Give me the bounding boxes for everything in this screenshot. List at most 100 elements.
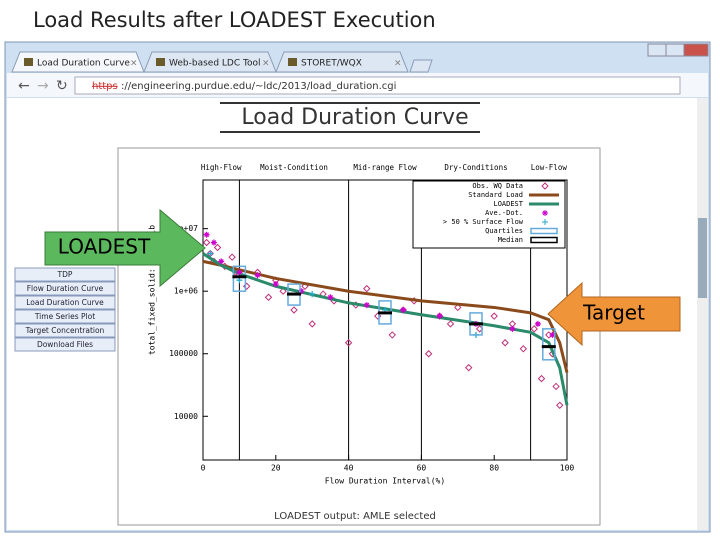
obs-point <box>308 320 316 328</box>
tab-icon <box>288 58 297 66</box>
scroll-thumb[interactable] <box>698 218 707 298</box>
legend-swatch <box>542 219 548 225</box>
legend-swatch <box>530 227 558 235</box>
avg-point <box>203 231 210 238</box>
avg-point <box>218 258 225 265</box>
window-controls <box>647 43 709 57</box>
y-tick-label: 1e+07 <box>174 224 198 233</box>
menu-label: Download Files <box>37 340 93 349</box>
obs-point <box>446 320 455 328</box>
svg-text:→: → <box>37 78 49 94</box>
regime-label: Low-Flow <box>531 163 568 172</box>
tab-close[interactable]: × <box>262 59 270 69</box>
menu-item[interactable] <box>14 267 116 282</box>
x-tick-label: 80 <box>489 464 499 473</box>
avg-point <box>210 239 217 246</box>
obs-point <box>344 339 353 347</box>
callout-arrow <box>547 281 681 347</box>
legend-swatch <box>530 236 558 244</box>
callout-label: LOADEST <box>58 235 151 259</box>
avg-point <box>298 288 305 295</box>
menu-label: Load Duration Curve <box>26 298 104 307</box>
menu-label: Target Concentration <box>25 326 105 335</box>
slide-title: Load Results after LOADEST Execution <box>33 8 436 32</box>
tab-close[interactable]: × <box>394 59 402 69</box>
legend-label: Quartiles <box>485 227 523 235</box>
regime-label: Moist-Condition <box>260 163 328 172</box>
tab-icon <box>156 58 165 66</box>
menu-item[interactable] <box>14 295 116 310</box>
avg-point <box>254 272 261 279</box>
obs-point <box>202 238 211 247</box>
obs-point <box>228 253 236 261</box>
quartile-box <box>542 328 556 361</box>
menu-item[interactable] <box>14 337 116 352</box>
menu-item[interactable] <box>14 323 116 338</box>
obs-point <box>501 339 509 347</box>
avg-point <box>549 331 556 338</box>
scrollbar[interactable] <box>697 98 708 530</box>
avg-point <box>363 302 370 309</box>
tab[interactable] <box>143 51 277 73</box>
avg-point <box>272 281 279 288</box>
menu-label: Time Series Plot <box>34 312 95 321</box>
callout-arrow <box>44 208 206 288</box>
url-scheme: https <box>92 81 118 92</box>
avg-point <box>400 307 407 314</box>
obs-point <box>290 306 298 314</box>
new-tab[interactable] <box>409 59 433 73</box>
surface-point <box>309 291 316 298</box>
x-tick-label: 20 <box>271 464 281 473</box>
svg-text:←: ← <box>18 78 30 94</box>
avg-point <box>509 325 516 332</box>
callout-label: Target <box>582 301 645 325</box>
legend-label: Median <box>498 236 523 244</box>
side-menu: TDP Flow Duration Curve Load Duration Curv… <box>14 267 116 352</box>
svg-text:↻: ↻ <box>56 78 68 94</box>
obs-point <box>465 363 473 372</box>
regime-label: Mid-range Flow <box>353 163 417 172</box>
menu-item[interactable] <box>14 281 116 296</box>
url: ://engineering.purdue.edu/~ldc/2013/load… <box>121 81 396 92</box>
page-heading: Load Duration Curve <box>241 105 468 130</box>
y-tick-label: 1e+06 <box>174 287 198 296</box>
address-bar[interactable] <box>74 76 681 95</box>
y-tick-label: 100000 <box>169 349 198 358</box>
tab-icon <box>24 58 33 66</box>
obs-point <box>363 284 371 293</box>
legend-label: Obs. WQ Data <box>472 182 523 190</box>
obs-point <box>519 345 528 353</box>
tab[interactable] <box>275 51 409 73</box>
obs-point <box>530 325 538 333</box>
legend-label: > 50 % Surface Flow <box>443 218 524 226</box>
obs-point <box>556 401 564 409</box>
obs-point <box>424 350 433 358</box>
menu-item[interactable] <box>14 309 116 324</box>
tab[interactable] <box>11 51 145 73</box>
obs-point <box>537 374 546 383</box>
regime-label: Dry-Conditions <box>444 163 507 172</box>
legend-swatch <box>542 210 548 216</box>
x-tick-label: 40 <box>344 464 354 473</box>
x-tick-label: 0 <box>201 464 206 473</box>
quartile-box <box>232 265 247 292</box>
obs-point <box>552 382 560 391</box>
avg-point <box>327 294 334 301</box>
obs-point <box>279 287 287 295</box>
avg-point <box>436 313 443 320</box>
menu-label: TDP <box>57 270 73 279</box>
avg-point <box>236 269 243 276</box>
legend-label: Ave.-Dot. <box>485 209 523 217</box>
avg-point <box>534 320 541 327</box>
obs-point <box>454 303 462 312</box>
regime-label: High-Flow <box>201 163 242 172</box>
tab-close[interactable]: × <box>130 59 138 69</box>
nav-buttons[interactable]: ← → ↻ <box>18 78 68 94</box>
x-tick-label: 100 <box>560 464 575 473</box>
obs-point <box>213 243 222 252</box>
x-axis-label: Flow Duration Interval(%) <box>325 477 445 486</box>
x-tick-label: 60 <box>417 464 427 473</box>
y-tick-label: 10000 <box>174 412 198 421</box>
